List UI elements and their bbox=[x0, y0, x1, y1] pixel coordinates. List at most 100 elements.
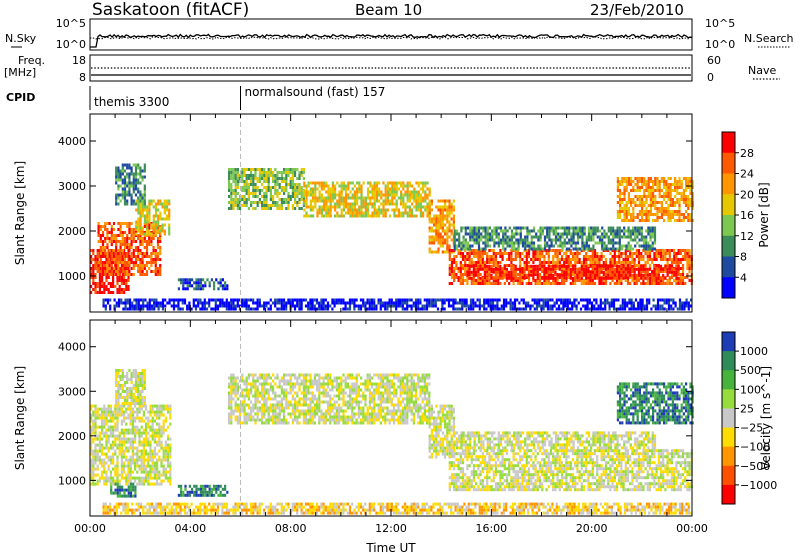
echo-cell bbox=[184, 287, 186, 290]
echo-cell bbox=[513, 245, 515, 248]
echo-cell bbox=[108, 291, 110, 294]
echo-cell bbox=[603, 248, 605, 251]
echo-cell bbox=[649, 255, 651, 258]
echo-cell bbox=[463, 248, 465, 251]
echo-cell bbox=[590, 248, 592, 251]
echo-cell bbox=[353, 305, 355, 308]
echo-cell bbox=[358, 191, 360, 194]
echo-cell bbox=[548, 227, 550, 230]
echo-cell bbox=[510, 308, 512, 311]
echo-cell bbox=[246, 183, 248, 186]
echo-cell bbox=[625, 264, 627, 267]
echo-cell bbox=[437, 200, 439, 203]
echo-cell bbox=[428, 299, 430, 302]
echo-cell bbox=[105, 279, 107, 282]
echo-cell bbox=[120, 194, 122, 197]
echo-cell bbox=[600, 308, 602, 311]
echo-cell bbox=[493, 271, 495, 274]
echo-cell bbox=[524, 277, 526, 280]
echo-cell bbox=[634, 236, 636, 239]
echo-cell bbox=[347, 188, 349, 191]
echo-cell bbox=[620, 282, 622, 285]
echo-cell bbox=[232, 168, 234, 171]
echo-cell bbox=[551, 299, 553, 302]
echo-cell bbox=[97, 285, 99, 288]
echo-cell bbox=[460, 242, 462, 245]
echo-cell bbox=[415, 197, 417, 200]
echo-cell bbox=[137, 206, 139, 209]
echo-cell bbox=[667, 195, 669, 198]
echo-cell bbox=[588, 236, 590, 239]
echo-cell bbox=[621, 192, 623, 195]
echo-cell bbox=[689, 180, 691, 183]
echo-cell bbox=[330, 209, 332, 212]
echo-cell bbox=[101, 285, 103, 288]
echo-cell bbox=[336, 194, 338, 197]
echo-cell bbox=[641, 204, 643, 207]
echo-cell bbox=[159, 203, 161, 206]
echo-cell bbox=[611, 299, 613, 302]
echo-cell bbox=[321, 209, 323, 212]
echo-cell bbox=[137, 173, 139, 176]
echo-cell bbox=[142, 233, 144, 236]
echo-cell bbox=[117, 176, 119, 179]
echo-cell bbox=[243, 180, 245, 183]
echo-cell bbox=[268, 174, 270, 177]
echo-cell bbox=[487, 245, 489, 248]
echo-cell bbox=[667, 258, 669, 261]
echo-cell bbox=[137, 237, 139, 240]
echo-cell bbox=[230, 204, 232, 207]
echo-cell bbox=[230, 192, 232, 195]
echo-cell bbox=[360, 197, 362, 200]
echo-cell bbox=[243, 174, 245, 177]
echo-cell bbox=[460, 227, 462, 230]
echo-cell bbox=[498, 227, 500, 230]
echo-cell bbox=[389, 305, 391, 308]
echo-cell bbox=[612, 248, 614, 251]
echo-cell bbox=[431, 218, 433, 221]
echo-cell bbox=[645, 216, 647, 219]
echo-cell bbox=[226, 305, 228, 308]
echo-cell bbox=[592, 282, 594, 285]
echo-cell bbox=[305, 215, 307, 218]
echo-cell bbox=[367, 182, 369, 185]
echo-cell bbox=[475, 255, 477, 258]
echo-cell bbox=[155, 255, 157, 258]
echo-cell bbox=[373, 305, 375, 308]
echo-cell bbox=[246, 180, 248, 183]
echo-cell bbox=[360, 209, 362, 212]
echo-cell bbox=[626, 219, 628, 222]
echo-cell bbox=[617, 233, 619, 236]
echo-cell bbox=[604, 305, 606, 308]
echo-cell bbox=[689, 261, 691, 264]
echo-cell bbox=[376, 200, 378, 203]
echo-cell bbox=[598, 282, 600, 285]
echo-cell bbox=[330, 206, 332, 209]
echo-cell bbox=[221, 299, 223, 302]
echo-cell bbox=[559, 242, 561, 245]
echo-cell bbox=[537, 239, 539, 242]
echo-cell bbox=[566, 227, 568, 230]
echo-cell bbox=[510, 299, 512, 302]
echo-cell bbox=[294, 171, 296, 174]
echo-cell bbox=[670, 213, 672, 216]
echo-cell bbox=[680, 276, 682, 279]
echo-cell bbox=[166, 209, 168, 212]
echo-cell bbox=[457, 308, 459, 311]
echo-cell bbox=[617, 242, 619, 245]
echo-cell bbox=[155, 221, 157, 224]
echo-cell bbox=[186, 308, 188, 311]
echo-cell bbox=[144, 273, 146, 276]
echo-cell bbox=[630, 233, 632, 236]
echo-cell bbox=[491, 261, 493, 264]
echo-cell bbox=[338, 200, 340, 203]
echo-cell bbox=[535, 255, 537, 258]
echo-cell bbox=[486, 273, 488, 276]
echo-cell bbox=[298, 198, 300, 201]
echo-cell bbox=[393, 305, 395, 308]
echo-cell bbox=[590, 258, 592, 261]
echo-cell bbox=[323, 203, 325, 206]
echo-cell bbox=[499, 282, 501, 285]
echo-cell bbox=[615, 299, 617, 302]
echo-cell bbox=[503, 308, 505, 311]
